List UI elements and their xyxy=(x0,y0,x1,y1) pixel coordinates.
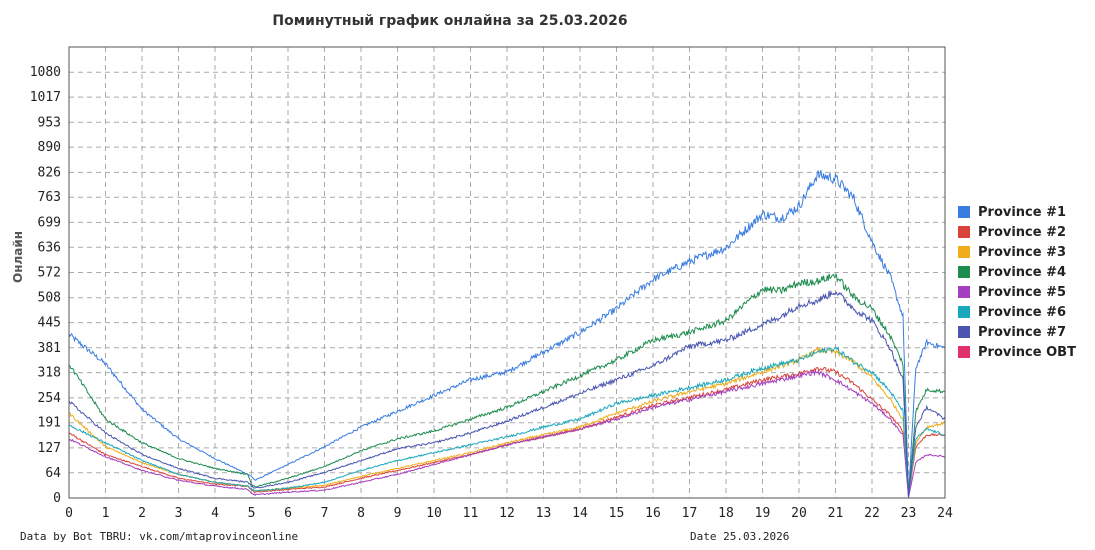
date-note: Date 25.03.2026 xyxy=(690,530,790,543)
x-tick-label: 2 xyxy=(138,506,146,521)
y-tick-label: 636 xyxy=(38,240,61,255)
x-tick-label: 18 xyxy=(718,506,734,521)
x-tick-label: 23 xyxy=(901,506,917,521)
legend-swatch xyxy=(958,306,970,318)
x-tick-label: 6 xyxy=(284,506,292,521)
data-source-note: Data by Bot TBRU: vk.com/mtaprovinceonli… xyxy=(20,530,299,543)
x-tick-label: 17 xyxy=(682,506,698,521)
plot-frame xyxy=(68,46,946,499)
x-tick-label: 0 xyxy=(65,506,73,521)
x-tick-label: 1 xyxy=(102,506,110,521)
x-tick-label: 14 xyxy=(572,506,588,521)
x-tick-label: 10 xyxy=(426,506,442,521)
x-tick-label: 22 xyxy=(864,506,880,521)
legend-item: Province OBT xyxy=(958,342,1076,362)
grid xyxy=(69,47,945,498)
series-line-province-1 xyxy=(68,170,946,496)
y-tick-label: 318 xyxy=(38,366,61,381)
legend: Province #1 Province #2 Province #3 Provinc… xyxy=(958,202,1076,362)
x-tick-label: 20 xyxy=(791,506,807,521)
y-tick-label: 381 xyxy=(38,341,61,356)
y-tick-label: 254 xyxy=(38,391,62,406)
x-tick-label: 11 xyxy=(463,506,479,521)
y-tick-label: 64 xyxy=(45,466,61,481)
x-tick-label: 19 xyxy=(755,506,771,521)
legend-swatch xyxy=(958,346,970,358)
x-tick-label: 16 xyxy=(645,506,661,521)
x-tick-label: 15 xyxy=(609,506,625,521)
x-tick-label: 8 xyxy=(357,506,365,521)
legend-swatch xyxy=(958,226,970,238)
legend-label: Province #6 xyxy=(978,304,1067,320)
y-tick-label: 572 xyxy=(38,266,61,281)
legend-label: Province #2 xyxy=(978,224,1067,240)
legend-item: Province #7 xyxy=(958,322,1076,342)
legend-swatch xyxy=(958,266,970,278)
y-tick-label: 127 xyxy=(38,441,61,456)
x-tick-label: 12 xyxy=(499,506,515,521)
series-line-province-7 xyxy=(68,289,946,498)
y-tick-label: 0 xyxy=(53,491,61,506)
chart-title: Поминутный график онлайна за 25.03.2026 xyxy=(272,13,628,29)
legend-label: Province #5 xyxy=(978,284,1067,300)
legend-label: Province OBT xyxy=(978,344,1076,360)
x-tick-label: 5 xyxy=(248,506,256,521)
legend-label: Province #7 xyxy=(978,324,1067,340)
legend-item: Province #6 xyxy=(958,302,1076,322)
legend-label: Province #4 xyxy=(978,264,1067,280)
legend-swatch xyxy=(958,246,970,258)
legend-item: Province #1 xyxy=(958,202,1076,222)
x-tick-label: 21 xyxy=(828,506,844,521)
series-line-province-4 xyxy=(68,273,946,497)
legend-label: Province #1 xyxy=(978,204,1067,220)
series-line-province-5 xyxy=(68,369,946,498)
y-tick-label: 191 xyxy=(38,416,61,431)
x-tick-label: 13 xyxy=(536,506,552,521)
x-tick-label: 3 xyxy=(175,506,183,521)
legend-item: Province #4 xyxy=(958,262,1076,282)
x-tick-label: 24 xyxy=(937,506,953,521)
y-tick-label: 1017 xyxy=(30,90,61,105)
legend-item: Province #3 xyxy=(958,242,1076,262)
legend-item: Province #5 xyxy=(958,282,1076,302)
series-line-province-2 xyxy=(68,366,946,497)
y-tick-label: 1080 xyxy=(30,65,61,80)
x-tick-label: 7 xyxy=(321,506,329,521)
x-tick-labels: 0 1 2 3 4 5 6 7 8 9 10 11 12 13 14 15 16 17 18 19 20 21 22 23 24 xyxy=(65,506,953,521)
y-tick-label: 508 xyxy=(38,291,61,306)
y-tick-label: 763 xyxy=(38,190,61,205)
y-tick-label: 953 xyxy=(38,115,61,130)
y-tick-label: 890 xyxy=(38,140,61,155)
legend-swatch xyxy=(958,286,970,298)
y-tick-labels: 0 64 127 191 254 318 381 445 508 572 636 699 763 826 8… xyxy=(30,65,61,506)
legend-label: Province #3 xyxy=(978,244,1067,260)
y-tick-label: 826 xyxy=(38,165,61,180)
legend-swatch xyxy=(958,326,970,338)
y-tick-label: 699 xyxy=(38,215,61,230)
legend-item: Province #2 xyxy=(958,222,1076,242)
y-tick-label: 445 xyxy=(38,316,61,331)
x-tick-label: 9 xyxy=(394,506,402,521)
series-line-province-6 xyxy=(68,346,946,497)
series-lines xyxy=(68,170,946,498)
legend-swatch xyxy=(958,206,970,218)
x-tick-label: 4 xyxy=(211,506,219,521)
